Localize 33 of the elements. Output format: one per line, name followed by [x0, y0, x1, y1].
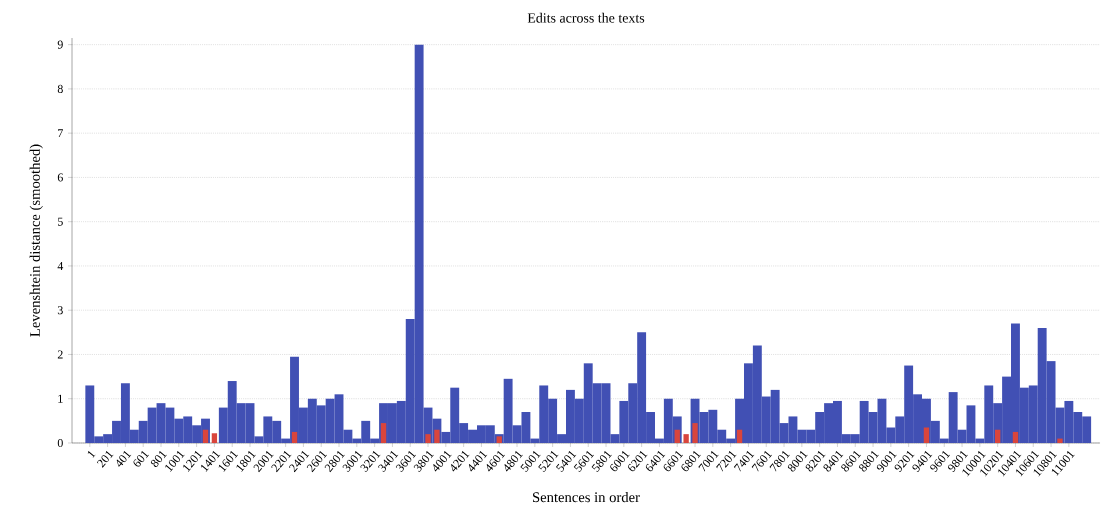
bar — [380, 423, 387, 443]
x-tick-label: 1 — [87, 451, 96, 459]
bar — [994, 429, 1001, 443]
x-tick-label: 601 — [133, 451, 150, 467]
y-axis-title: Levenshtein distance (smoothed) — [29, 144, 43, 337]
y-tick-label: 2 — [57, 350, 63, 359]
x-tick-label: 6001 — [610, 451, 630, 472]
y-tick-label: 3 — [57, 306, 63, 315]
bar — [674, 429, 680, 443]
bar — [683, 434, 689, 443]
y-tick-label: 9 — [57, 40, 63, 49]
bar — [434, 429, 440, 443]
y-tick-label: 4 — [57, 262, 64, 270]
bar — [202, 429, 209, 443]
bar — [291, 431, 298, 443]
bar — [1057, 438, 1063, 443]
bar — [1012, 431, 1019, 443]
x-axis-title: Sentences in order — [533, 491, 640, 503]
y-tick-label: 6 — [57, 173, 63, 182]
x-tick-label: 401 — [116, 451, 132, 467]
y-tick-label: 5 — [58, 217, 63, 226]
y-tick-label: 1 — [58, 394, 63, 403]
bar — [923, 427, 930, 443]
y-tick-label: 7 — [58, 129, 63, 138]
chart-title: Edits across the texts — [527, 12, 645, 23]
bar — [692, 423, 698, 443]
x-tick-label: 201 — [96, 451, 114, 468]
y-tick-label: 8 — [57, 84, 63, 93]
y-tick-label: 0 — [57, 438, 63, 448]
x-tick-label: 801 — [150, 451, 167, 467]
bar — [425, 434, 431, 443]
bar — [736, 429, 743, 443]
bar — [211, 433, 218, 443]
